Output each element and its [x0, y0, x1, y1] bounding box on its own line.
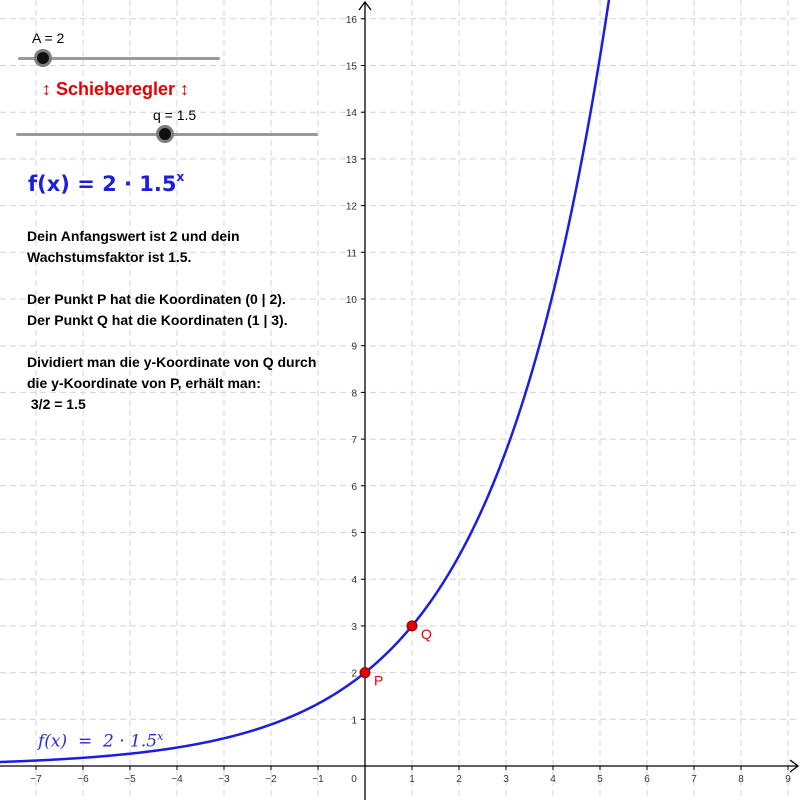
x-tick-label: 6: [644, 774, 650, 785]
x-axis-arrow: [789, 759, 800, 773]
x-tick-label: 1: [409, 774, 415, 785]
slider-a-track[interactable]: [18, 57, 220, 60]
y-tick-label: 5: [351, 529, 357, 540]
x-tick-label: 0: [351, 774, 357, 785]
y-tick-label: 7: [351, 435, 357, 446]
x-tick-label: 8: [738, 774, 744, 785]
curve-label-base: f(x) = 2 · 1.5: [38, 731, 158, 752]
slider-q-label: q = 1.5: [153, 107, 197, 123]
info-line: die y-Koordinate von P, erhält man:: [27, 375, 261, 391]
function-formula: f(x) = 2 · 1.5x: [28, 170, 185, 196]
point-q-label: Q: [421, 626, 432, 642]
x-tick-label: −7: [30, 774, 42, 785]
points[interactable]: PQ: [359, 620, 432, 689]
x-tick-label: −3: [218, 774, 230, 785]
curve-label: f(x) = 2 · 1.5x: [38, 730, 163, 752]
slider-a-label: A = 2: [32, 30, 65, 46]
x-tick-label: 7: [691, 774, 697, 785]
y-tick-label: 12: [346, 202, 358, 213]
info-line: Dein Anfangswert ist 2 und dein: [27, 228, 240, 244]
info-line: Der Punkt P hat die Koordinaten (0 | 2).: [27, 291, 286, 307]
y-tick-label: 2: [351, 669, 357, 680]
info-line: 3/2 = 1.5: [27, 396, 86, 412]
x-tick-label: 2: [456, 774, 462, 785]
x-tick-label: −1: [312, 774, 324, 785]
x-tick-label: 9: [785, 774, 791, 785]
y-tick-label: 6: [351, 482, 357, 493]
slider-caption: ↕ Schieberegler ↕: [42, 79, 190, 99]
y-tick-label: 8: [351, 388, 357, 399]
tick-labels: −7 −6 −5 −4 −3 −2 −1 0 1 2 3 4 5 6 7 8 91234567891011121…: [30, 15, 791, 785]
curve-label-exponent: x: [157, 730, 164, 743]
function-formula-exponent: x: [176, 170, 185, 184]
x-tick-label: 5: [597, 774, 603, 785]
function-formula-base: f(x) = 2 · 1.5: [28, 172, 177, 196]
y-tick-label: 3: [351, 622, 357, 633]
x-tick-label: −6: [77, 774, 89, 785]
info-line: Wachstumsfaktor ist 1.5.: [27, 249, 192, 265]
point-q[interactable]: [406, 620, 418, 632]
y-tick-label: 13: [346, 155, 358, 166]
info-text: Dein Anfangswert ist 2 und dein Wachstum…: [27, 226, 316, 415]
y-tick-label: 15: [346, 62, 358, 73]
function-curve[interactable]: [0, 0, 611, 764]
y-axis-arrow: [358, 0, 372, 11]
x-tick-label: 4: [550, 774, 556, 785]
y-tick-label: 11: [347, 248, 358, 259]
x-tick-label: −2: [265, 774, 277, 785]
y-tick-label: 9: [351, 342, 357, 353]
point-p[interactable]: [359, 667, 371, 679]
x-tick-label: −5: [124, 774, 136, 785]
y-tick-label: 10: [346, 295, 358, 306]
info-line: Dividiert man die y-Koordinate von Q dur…: [27, 354, 317, 370]
x-tick-label: −4: [171, 774, 183, 785]
y-tick-label: 1: [351, 715, 357, 726]
slider-a-knob[interactable]: [34, 49, 52, 67]
info-line: Der Punkt Q hat die Koordinaten (1 | 3).: [27, 312, 288, 328]
slider-q-knob[interactable]: [156, 125, 174, 143]
y-tick-label: 4: [351, 575, 357, 586]
point-p-label: P: [374, 673, 383, 689]
y-tick-label: 16: [346, 15, 358, 26]
x-tick-label: 3: [503, 774, 509, 785]
y-tick-label: 14: [346, 108, 358, 119]
